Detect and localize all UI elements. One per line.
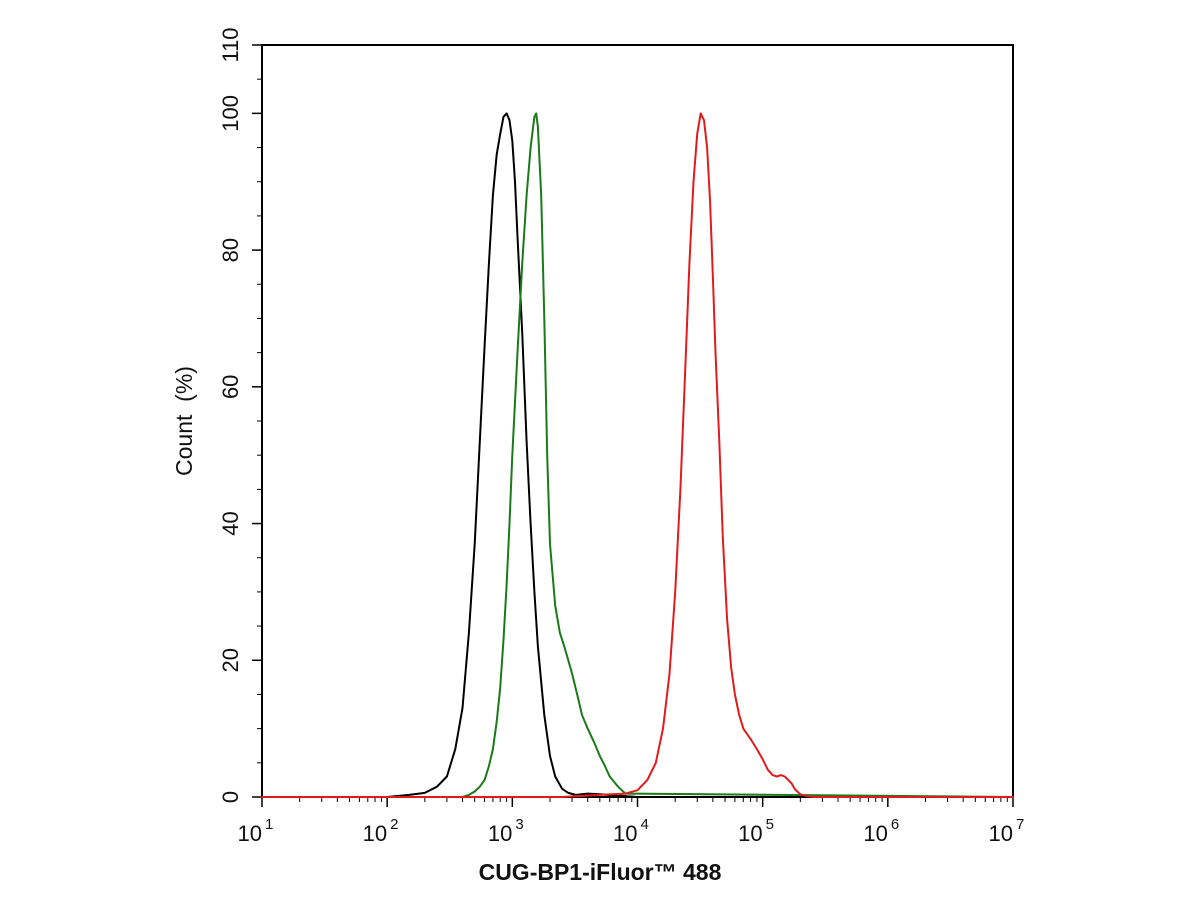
series-line-1 <box>261 112 1014 798</box>
x-tick-base: 10 <box>863 821 887 846</box>
y-tick-label: 110 <box>218 27 243 62</box>
x-tick-base: 10 <box>989 821 1013 846</box>
y-tick-label: 40 <box>218 511 243 535</box>
x-tick-exponent: 5 <box>766 816 774 833</box>
x-tick-exponent: 6 <box>891 816 899 833</box>
x-axis-title: CUG-BP1-iFluor™ 488 <box>479 859 722 885</box>
y-axis-title: Count (%) <box>171 366 197 476</box>
series-line-3 <box>261 112 1014 798</box>
x-tick-exponent: 1 <box>265 816 273 833</box>
x-tick-base: 10 <box>238 821 262 846</box>
x-tick-base: 10 <box>738 821 762 846</box>
x-tick-exponent: 3 <box>515 816 523 833</box>
y-tick-label: 60 <box>218 375 243 399</box>
x-tick-exponent: 7 <box>1016 816 1024 833</box>
y-tick-label: 100 <box>218 95 243 132</box>
y-tick-label: 20 <box>218 648 243 672</box>
series-line-2 <box>261 112 1014 798</box>
x-tick-exponent: 4 <box>641 816 649 833</box>
series-lines <box>261 112 1014 798</box>
x-tick-base: 10 <box>363 821 387 846</box>
axis-ticks <box>252 44 1014 807</box>
x-tick-exponent: 2 <box>390 816 398 833</box>
plot-frame <box>261 44 1014 798</box>
y-tick-label: 80 <box>218 238 243 262</box>
y-tick-label: 0 <box>218 791 243 803</box>
x-tick-base: 10 <box>488 821 512 846</box>
x-tick-base: 10 <box>613 821 637 846</box>
